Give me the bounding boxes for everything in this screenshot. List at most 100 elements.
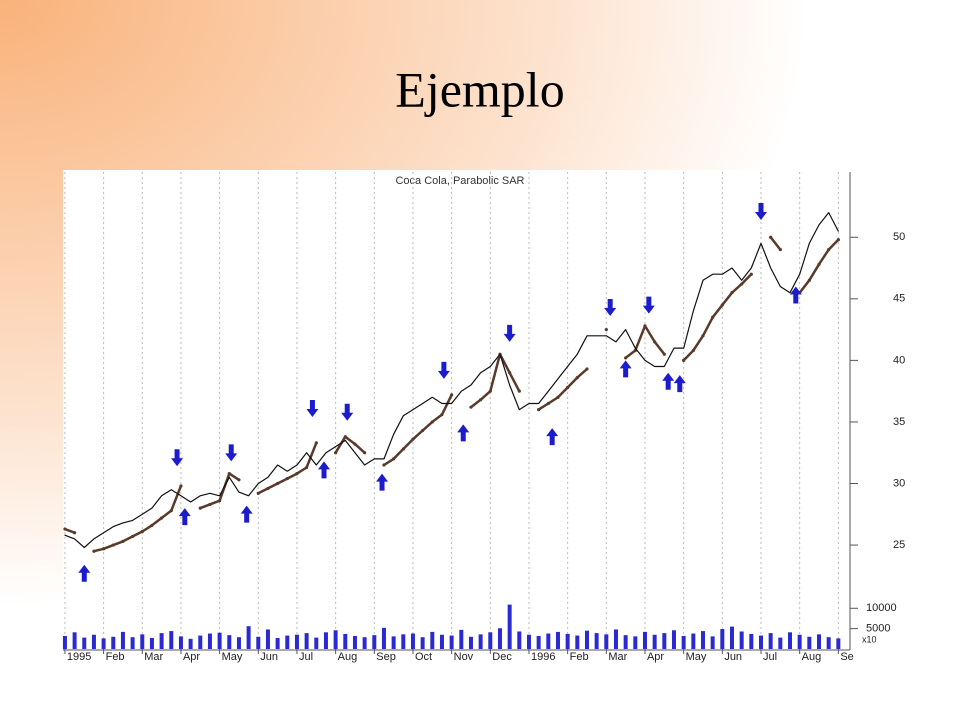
buy-arrow (546, 428, 559, 446)
volume-bar (256, 636, 261, 649)
buy-arrow (662, 372, 675, 390)
sell-arrow (225, 444, 238, 462)
x-tick-label: Aug (802, 651, 822, 663)
volume-bar (584, 630, 589, 649)
sell-arrow (754, 203, 767, 221)
sar-dot (604, 327, 608, 332)
sar-dot (701, 334, 705, 338)
sar-dot (179, 484, 183, 488)
y-tick-label: 25 (893, 539, 905, 551)
volume-bar (188, 638, 193, 649)
x-tick-label: Mar (144, 651, 163, 663)
sar-dot (266, 486, 270, 491)
buy-arrow (673, 375, 686, 393)
sar-dot (285, 476, 289, 481)
volume-bar (536, 635, 541, 649)
volume-bar (826, 637, 831, 649)
volume-bar (623, 635, 628, 649)
sar-dot (450, 393, 454, 397)
volume-bar (294, 634, 299, 649)
sar-dot (353, 442, 357, 446)
volume-bar (720, 629, 725, 649)
sar-dot (740, 282, 744, 286)
sar-dot (807, 278, 811, 282)
volume-bar (120, 631, 125, 649)
sell-arrow (503, 324, 516, 342)
sar-dot (208, 502, 212, 507)
volume-bar (265, 629, 270, 649)
sell-arrow (642, 296, 655, 314)
sar-dot (401, 447, 405, 451)
volume-bar (594, 633, 599, 649)
volume-bar (391, 636, 396, 649)
sar-dot (295, 472, 299, 476)
y-tick-label: 30 (893, 477, 905, 489)
buy-arrow (376, 473, 389, 491)
volume-bar (381, 627, 386, 649)
volume-bar (449, 635, 454, 649)
volume-bar (671, 630, 676, 649)
sar-dot (198, 506, 202, 510)
volume-bar (681, 635, 686, 649)
volume-bar (758, 635, 763, 649)
volume-bar (275, 638, 280, 649)
volume-bar (507, 604, 512, 649)
sar-dot (566, 385, 570, 390)
slide-title: Ejemplo (395, 61, 564, 117)
buy-arrow (457, 424, 470, 442)
volume-bar (159, 633, 164, 649)
chart-frame (63, 170, 885, 665)
sar-dot (508, 371, 512, 375)
x-tick-label: 1996 (531, 651, 555, 663)
volume-bar (526, 634, 531, 649)
sar-dot (730, 291, 734, 295)
sar-dot (411, 437, 415, 441)
y-tick-label: 50 (893, 231, 905, 243)
volume-bar (410, 633, 415, 649)
volume-bar (517, 631, 522, 649)
sar-dot (479, 398, 483, 402)
x-tick-label: Oct (415, 651, 432, 663)
sar-dot (140, 529, 144, 534)
x-tick-label: 1995 (67, 651, 91, 663)
volume-bar (575, 635, 580, 649)
volume-bar (787, 632, 792, 649)
x-tick-label: Nov (454, 651, 474, 663)
volume-bar (478, 634, 483, 649)
volume-bar (565, 633, 570, 649)
volume-bar (836, 638, 841, 649)
x-tick-label: Se (840, 651, 853, 663)
x-tick-label: Feb (570, 651, 589, 663)
volume-bar (488, 632, 493, 649)
volume-bar (236, 637, 241, 649)
volume-bar (710, 636, 715, 649)
x-tick-label: May (686, 651, 707, 663)
buy-arrow (619, 360, 632, 378)
volume-bar (401, 634, 406, 649)
sar-dot (711, 315, 715, 319)
buy-arrow (240, 505, 253, 523)
volume-bar (700, 631, 705, 649)
x-tick-label: Jun (260, 651, 278, 663)
x-tick-label: Jul (763, 651, 777, 663)
x-tick-label: Sep (376, 651, 396, 663)
sar-dot (218, 499, 222, 503)
volume-bar (546, 633, 551, 649)
sar-dot (276, 481, 280, 486)
sell-arrow (437, 361, 450, 379)
sar-dot (169, 508, 173, 513)
sar-dot (778, 247, 782, 252)
volume-unit: x10 (862, 634, 877, 644)
chart-title: Coca Cola, Parabolic SAR (395, 175, 524, 187)
buy-arrow (789, 286, 802, 304)
volume-bar (768, 633, 773, 649)
volume-bar (314, 637, 319, 649)
sar-dot (305, 465, 309, 470)
volume-bar (285, 635, 290, 649)
sar-dot (421, 428, 425, 433)
sar-dot (392, 457, 396, 461)
volume-bar (739, 631, 744, 649)
volume-bar (362, 637, 367, 649)
sar-dot (827, 247, 831, 252)
sar-dot (440, 412, 444, 417)
